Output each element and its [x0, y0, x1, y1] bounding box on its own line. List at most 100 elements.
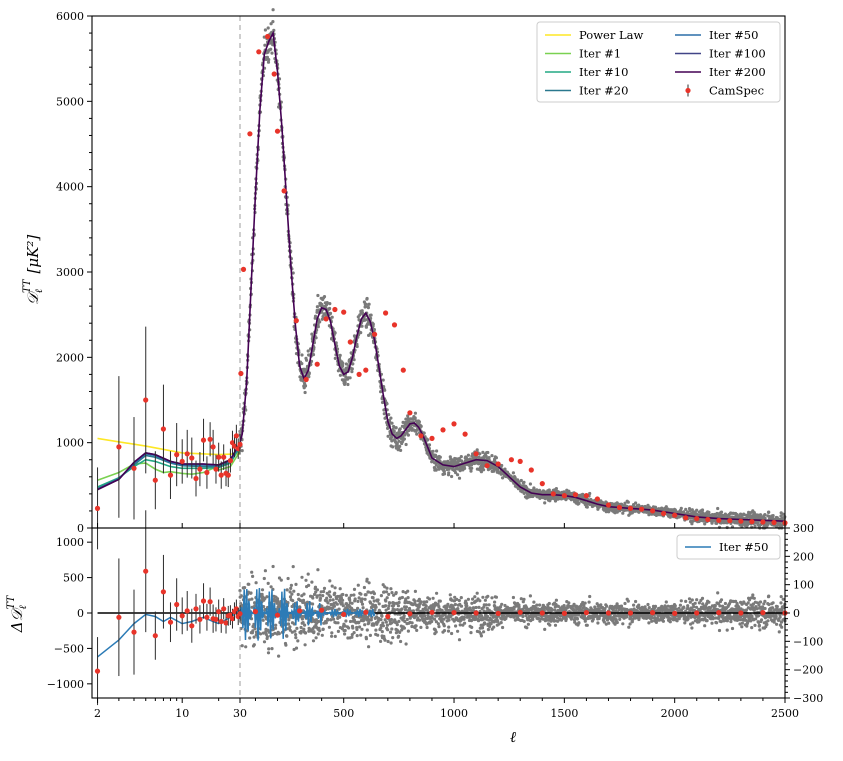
camspec-point — [705, 517, 710, 522]
sample-point — [456, 630, 459, 633]
sample-point — [458, 477, 461, 480]
camspec-point — [383, 310, 388, 315]
sample-point — [389, 631, 392, 634]
sample-point — [407, 596, 410, 599]
sample-point — [316, 568, 319, 571]
sample-point — [680, 507, 683, 510]
sample-point — [363, 623, 366, 626]
series-line-6 — [98, 33, 786, 521]
sample-point — [488, 603, 491, 606]
camspec-point — [496, 461, 501, 466]
sample-point — [307, 573, 310, 576]
sample-point — [331, 585, 334, 588]
sample-point — [486, 595, 489, 598]
sample-point — [328, 626, 331, 629]
sample-point — [264, 28, 267, 31]
sample-point — [356, 345, 359, 348]
sample-point — [287, 577, 290, 580]
sample-point — [481, 626, 484, 629]
sample-point — [527, 623, 530, 626]
sample-point — [753, 525, 756, 528]
sample-point — [329, 618, 332, 621]
sample-point — [435, 592, 438, 595]
sample-point — [397, 604, 400, 607]
sample-point — [344, 381, 347, 384]
sample-point — [432, 597, 435, 600]
camspec-point — [474, 451, 479, 456]
y-tick-label: 4000 — [56, 181, 84, 194]
sample-point — [412, 609, 415, 612]
sample-point — [701, 508, 704, 511]
legend-label: Iter #200 — [709, 65, 766, 79]
sample-point — [368, 581, 371, 584]
sample-point — [356, 607, 359, 610]
sample-point — [367, 590, 370, 593]
sample-point — [490, 454, 493, 457]
sample-point — [287, 622, 290, 625]
sample-point — [356, 600, 359, 603]
sample-point — [679, 604, 682, 607]
sample-point — [399, 449, 402, 452]
sample-point — [555, 487, 558, 490]
sample-point — [718, 604, 721, 607]
sample-point — [439, 600, 442, 603]
sample-point — [397, 635, 400, 638]
sample-point — [423, 614, 426, 617]
sample-point — [415, 433, 418, 436]
sample-point — [265, 595, 268, 598]
sample-point — [477, 606, 480, 609]
camspec-point — [294, 318, 299, 323]
sample-point — [312, 353, 315, 356]
sample-point — [425, 600, 428, 603]
sample-point — [430, 620, 433, 623]
sample-point — [500, 603, 503, 606]
sample-point — [368, 303, 371, 306]
camspec-point — [617, 505, 622, 510]
camspec-point — [272, 71, 277, 76]
sample-point — [418, 420, 421, 423]
sample-point — [332, 598, 335, 601]
sample-point — [329, 312, 332, 315]
sample-point — [284, 644, 287, 647]
sample-point — [403, 614, 406, 617]
sample-point — [292, 565, 295, 568]
sample-point — [456, 473, 459, 476]
sample-point — [391, 445, 394, 448]
sample-point — [415, 629, 418, 632]
sample-point — [463, 622, 466, 625]
sample-point — [359, 593, 362, 596]
sample-point — [488, 456, 491, 459]
sample-point — [707, 601, 710, 604]
sample-point — [267, 582, 270, 585]
sample-point — [367, 306, 370, 309]
camspec-point — [683, 515, 688, 520]
camspec-point — [228, 458, 233, 463]
sample-point — [404, 608, 407, 611]
sample-point — [406, 618, 409, 621]
sample-point — [330, 635, 333, 638]
sample-point — [249, 591, 252, 594]
sample-point — [694, 602, 697, 605]
sample-point — [285, 635, 288, 638]
sample-point — [701, 597, 704, 600]
y-tick-label: 2000 — [56, 351, 84, 364]
sample-point — [358, 625, 361, 628]
sample-point — [318, 629, 321, 632]
sample-point — [460, 605, 463, 608]
sample-point — [447, 626, 450, 629]
camspec-point — [247, 131, 252, 136]
sample-point — [447, 471, 450, 474]
sample-point — [311, 596, 314, 599]
sample-point — [373, 599, 376, 602]
camspec-point — [628, 506, 633, 511]
sample-point — [304, 631, 307, 634]
camspec-point — [131, 466, 136, 471]
sample-point — [683, 621, 686, 624]
sample-point — [305, 359, 308, 362]
sample-point — [647, 621, 650, 624]
sample-point — [267, 26, 270, 29]
camspec-point — [661, 511, 666, 516]
camspec-point — [216, 455, 221, 460]
sample-point — [357, 584, 360, 587]
